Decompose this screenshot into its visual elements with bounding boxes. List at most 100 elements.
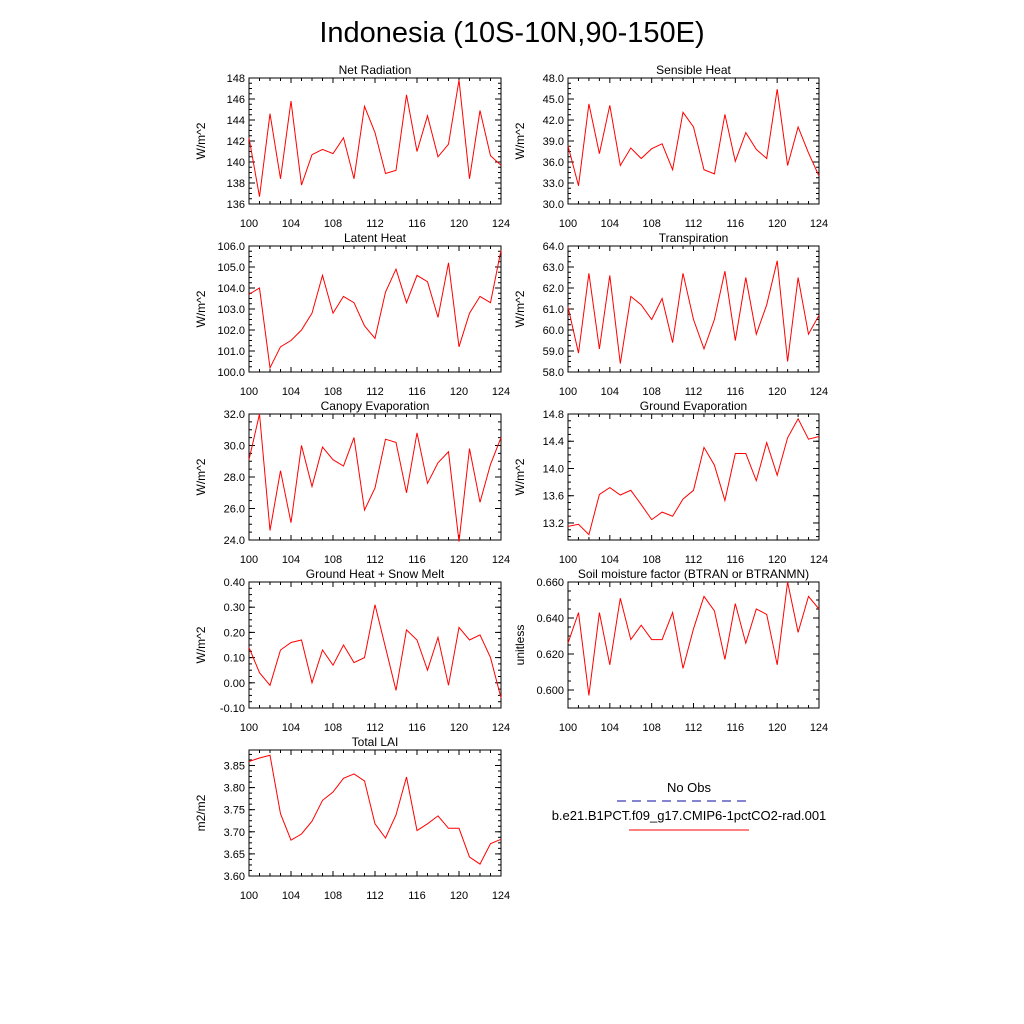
x-tick-label: 120 (450, 554, 468, 566)
y-tick-label: 39.0 (543, 136, 564, 148)
x-tick-label: 100 (240, 722, 258, 734)
x-tick-label: 100 (559, 554, 577, 566)
plot-frame (248, 413, 502, 541)
y-tick-label: 64.0 (543, 241, 564, 253)
y-tick-label: 3.75 (224, 805, 245, 817)
x-tick-label: 104 (601, 218, 619, 230)
x-tick-label: 100 (559, 218, 577, 230)
panel-title: Transpiration (659, 231, 729, 245)
x-tick-label: 120 (768, 218, 786, 230)
panel: 100 104 108 112 116 120 124 -0.10 0.00 0.10 0.20 0.… (194, 567, 510, 734)
y-tick-label: -0.10 (220, 703, 245, 715)
y-tick-label: 3.65 (224, 849, 245, 861)
y-tick-label: 142 (227, 136, 245, 148)
panel: 100 104 108 112 116 120 124 24.0 26.0 28.0 30.0 32.… (194, 399, 510, 566)
x-tick-label: 108 (642, 218, 660, 230)
x-tick-label: 124 (492, 554, 510, 566)
x-tick-label: 120 (450, 890, 468, 902)
x-tick-label: 116 (408, 890, 426, 902)
y-tick-label: 48.0 (543, 73, 564, 85)
x-tick-label: 116 (408, 554, 426, 566)
panel-title: Canopy Evaporation (321, 399, 430, 413)
x-tick-label: 112 (685, 386, 703, 398)
x-tick-label: 112 (366, 218, 384, 230)
plot-frame (567, 413, 820, 541)
y-tick-label: 144 (227, 115, 245, 127)
y-tick-label: 42.0 (543, 115, 564, 127)
figure-title: Indonesia (10S-10N,90-150E) (319, 17, 704, 49)
panel-title: Sensible Heat (656, 63, 731, 77)
y-tick-label: 3.70 (224, 827, 245, 839)
y-tick-label: 32.0 (224, 409, 245, 421)
panel-title: Latent Heat (344, 231, 407, 245)
x-tick-label: 120 (450, 386, 468, 398)
y-tick-label: 62.0 (543, 283, 564, 295)
x-tick-label: 120 (450, 722, 468, 734)
y-axis-label: W/m^2 (194, 458, 208, 495)
y-tick-label: 0.30 (224, 602, 245, 614)
plot-frame (248, 245, 502, 373)
x-tick-label: 120 (768, 554, 786, 566)
y-axis-label: W/m^2 (513, 290, 527, 327)
panel: 100 104 108 112 116 120 124 3.60 3.65 3.70 3.75 3.8… (194, 735, 510, 902)
x-tick-label: 104 (601, 722, 619, 734)
panel: 100 104 108 112 116 120 124 136 138 140 142 144 146 1… (194, 63, 510, 230)
x-tick-label: 116 (408, 218, 426, 230)
series-line (248, 754, 502, 865)
y-tick-label: 0.40 (224, 577, 245, 589)
x-tick-label: 108 (324, 722, 342, 734)
series-line (248, 413, 502, 542)
series-line (248, 604, 502, 699)
y-tick-label: 26.0 (224, 504, 245, 516)
y-tick-label: 3.60 (224, 871, 245, 883)
y-tick-label: 61.0 (543, 304, 564, 316)
x-tick-label: 124 (810, 722, 828, 734)
y-tick-label: 103.0 (217, 304, 245, 316)
y-tick-label: 45.0 (543, 94, 564, 106)
y-tick-label: 58.0 (543, 367, 564, 379)
panel-title: Net Radiation (339, 63, 412, 77)
panel: 100 104 108 112 116 120 124 0.600 0.620 0.640 0.66… (513, 567, 828, 734)
x-tick-label: 104 (282, 218, 300, 230)
y-tick-label: 146 (227, 94, 245, 106)
y-tick-label: 14.4 (543, 436, 564, 448)
x-tick-label: 112 (366, 386, 384, 398)
y-axis-label: W/m^2 (513, 122, 527, 159)
x-tick-label: 116 (727, 554, 745, 566)
x-tick-label: 104 (282, 554, 300, 566)
y-tick-label: 104.0 (217, 283, 245, 295)
x-tick-label: 116 (408, 386, 426, 398)
y-tick-label: 148 (227, 73, 245, 85)
y-tick-label: 3.85 (224, 760, 245, 772)
x-tick-label: 116 (727, 722, 745, 734)
y-tick-label: 102.0 (217, 325, 245, 337)
y-tick-label: 63.0 (543, 262, 564, 274)
series-line (567, 417, 820, 536)
x-tick-label: 120 (768, 722, 786, 734)
y-tick-label: 0.20 (224, 627, 245, 639)
x-tick-label: 100 (240, 386, 258, 398)
panel: 100 104 108 112 116 120 124 58.0 59.0 60.0 61.0 62.… (513, 231, 828, 398)
panel: 100 104 108 112 116 120 124 13.2 13.6 14.0 14.4 14.… (513, 399, 828, 566)
panel-title: Soil moisture factor (BTRAN or BTRANMN) (578, 567, 809, 581)
x-tick-label: 108 (324, 890, 342, 902)
x-tick-label: 116 (727, 218, 745, 230)
panel-title: Total LAI (352, 735, 399, 749)
y-tick-label: 24.0 (224, 535, 245, 547)
x-tick-label: 108 (642, 386, 660, 398)
y-tick-label: 0.620 (536, 649, 564, 661)
x-tick-label: 100 (240, 554, 258, 566)
x-tick-label: 120 (768, 386, 786, 398)
x-tick-label: 104 (282, 722, 300, 734)
y-tick-label: 60.0 (543, 325, 564, 337)
x-tick-label: 116 (408, 722, 426, 734)
y-tick-label: 106.0 (217, 241, 245, 253)
x-tick-label: 108 (324, 554, 342, 566)
x-tick-label: 108 (324, 218, 342, 230)
y-tick-label: 30.0 (224, 441, 245, 453)
y-tick-label: 36.0 (543, 157, 564, 169)
series-line (248, 250, 502, 370)
plot-frame (248, 77, 502, 205)
x-tick-label: 100 (240, 890, 258, 902)
